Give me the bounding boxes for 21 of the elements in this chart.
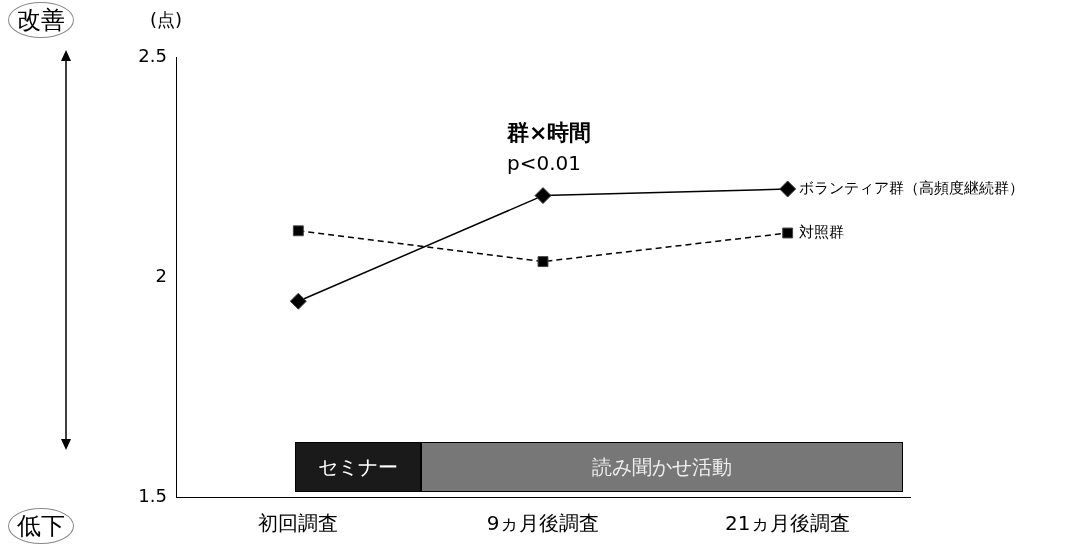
text: 低下: [8, 508, 74, 544]
series-label: ボランティア群（高頻度継続群）: [798, 178, 1024, 197]
point: [537, 256, 549, 268]
period-box: 読み聞かせ活動: [420, 442, 903, 492]
y-tick-label: 2: [155, 264, 167, 286]
period-box: セミナー: [295, 442, 421, 492]
annotation: p<0.01: [507, 151, 581, 175]
text: 改善: [8, 2, 74, 38]
y-axis-title: (点): [150, 8, 183, 32]
point: [292, 225, 304, 237]
y-tick-label: 1.5: [138, 484, 167, 506]
x-tick-label: 9ヵ月後調査: [486, 511, 600, 536]
x-tick-label: 21ヵ月後調査: [724, 511, 851, 536]
x-tick-label: 初回調査: [258, 511, 339, 536]
point: [782, 227, 794, 239]
series-label: 対照群: [798, 222, 844, 241]
annotation: 群×時間: [506, 120, 592, 145]
y-tick-label: 2.5: [138, 44, 167, 66]
point: [779, 180, 797, 198]
point: [289, 292, 307, 310]
point: [534, 187, 552, 205]
